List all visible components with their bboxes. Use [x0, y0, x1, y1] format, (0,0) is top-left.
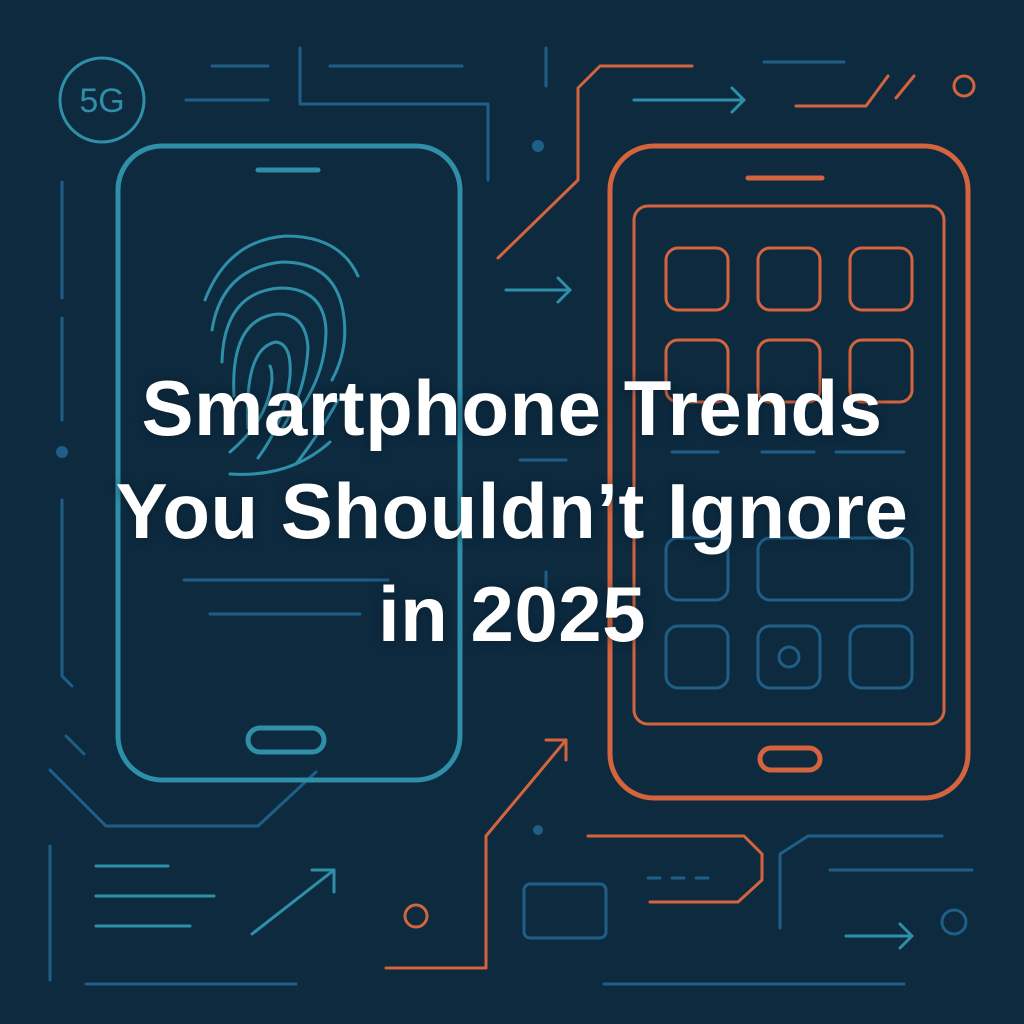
circuit-lines-center	[384, 276, 906, 986]
circuit-lines-left	[48, 180, 318, 982]
headline: Smartphone Trends You Shouldn’t Ignore i…	[0, 357, 1024, 666]
dot	[532, 140, 544, 152]
right-phone-illustration	[607, 143, 971, 801]
circuit-lines-bottom-left	[84, 864, 336, 986]
left-phone-illustration	[115, 143, 463, 783]
headline-line-3: in 2025	[377, 570, 646, 658]
app-grid-icon	[664, 246, 914, 690]
5g-badge: 5G	[58, 56, 146, 144]
circuit-lines-right	[778, 834, 974, 950]
headline-line-1: Smartphone Trends	[141, 364, 883, 452]
headline-line-2: You Shouldn’t Ignore	[115, 467, 909, 555]
circuit-lines-top-left	[184, 46, 548, 182]
fingerprint-icon	[203, 234, 360, 476]
circuit-lines-top-right	[496, 60, 976, 260]
5g-badge-label: 5G	[79, 82, 124, 120]
